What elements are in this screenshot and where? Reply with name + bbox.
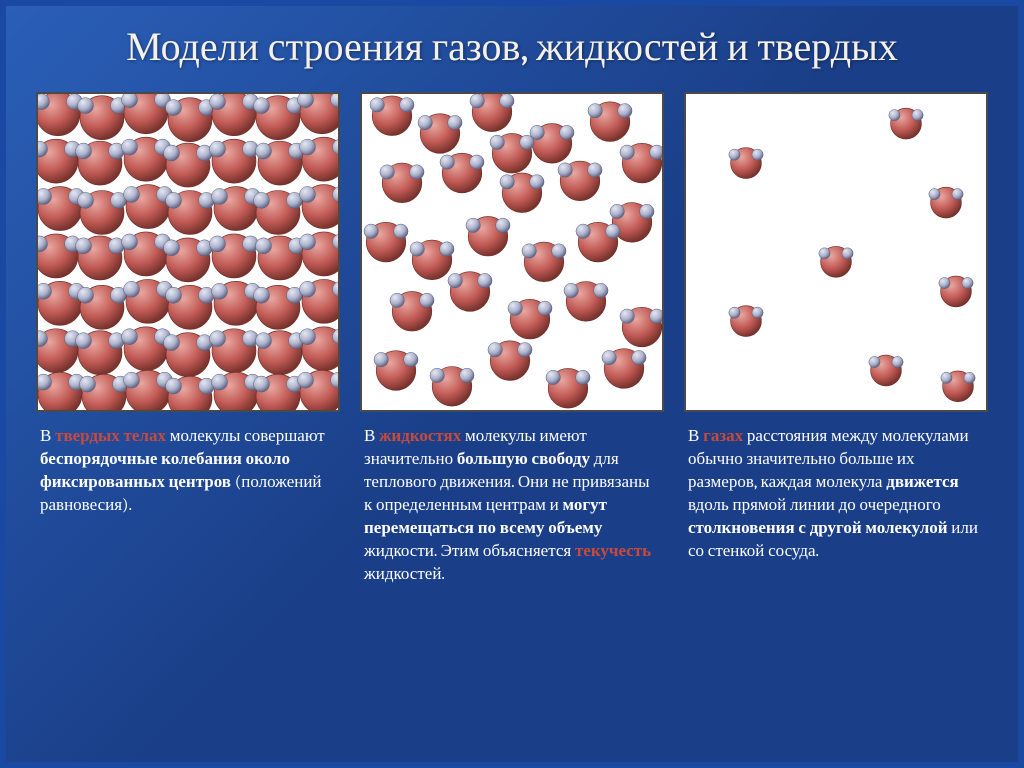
solid-panel: В твердых телах молекулы совершают беспо…	[36, 92, 340, 587]
solid-description: В твердых телах молекулы совершают беспо…	[36, 412, 340, 518]
panels-row: В твердых телах молекулы совершают беспо…	[6, 80, 1018, 587]
liquid-diagram	[360, 92, 664, 412]
solid-diagram	[36, 92, 340, 412]
gas-panel: В газах расстояния между молекулами обыч…	[684, 92, 988, 587]
gas-diagram	[684, 92, 988, 412]
liquid-description: В жидкостях молекулы имеют значительно б…	[360, 412, 664, 587]
liquid-panel: В жидкостях молекулы имеют значительно б…	[360, 92, 664, 587]
gas-description: В газах расстояния между молекулами обыч…	[684, 412, 988, 564]
page-title: Модели строения газов, жидкостей и тверд…	[6, 6, 1018, 80]
